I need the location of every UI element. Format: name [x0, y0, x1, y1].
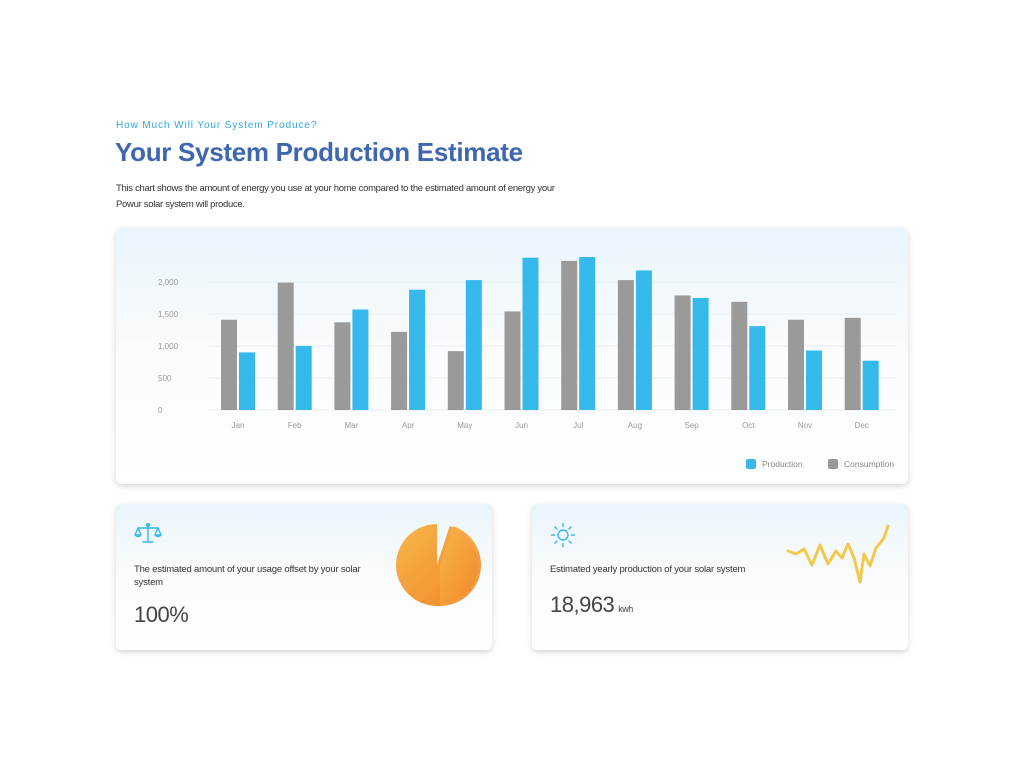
legend-production-label: Production — [762, 459, 803, 469]
bar-consumption — [391, 331, 408, 410]
legend-production-swatch — [746, 459, 756, 469]
y-tick-label: 2,000 — [158, 278, 179, 287]
usage-offset-card: The estimated amount of your usage offse… — [116, 504, 492, 650]
bar-production — [465, 280, 482, 410]
bar-consumption — [334, 322, 351, 410]
bar-consumption — [221, 319, 237, 410]
bar-consumption — [561, 260, 578, 410]
bar-consumption — [674, 295, 691, 410]
x-tick-label: Jun — [515, 421, 528, 430]
yearly-production-label: Estimated yearly production of your sola… — [550, 564, 746, 575]
production-chart-card: 0 500 1,000 1,500 2,000 Jan Feb Mar Apr May Jun Jul… — [116, 228, 908, 484]
scale-icon — [134, 522, 162, 551]
legend-consumption: Consumption — [828, 459, 894, 469]
bar-production — [692, 298, 709, 410]
x-tick-label: Jul — [573, 421, 583, 430]
x-tick-label: Nov — [798, 421, 812, 430]
bar-production — [522, 257, 539, 410]
legend-production: Production — [746, 459, 803, 469]
bar-production — [579, 257, 596, 410]
x-tick-label: Dec — [855, 421, 869, 430]
y-tick-label: 1,500 — [158, 310, 179, 319]
yearly-production-unit: kwh — [618, 604, 633, 614]
bar-production — [635, 270, 652, 410]
x-tick-label: May — [457, 421, 472, 430]
x-tick-label: Mar — [345, 421, 359, 430]
y-tick-label: 500 — [158, 374, 172, 383]
x-tick-label: Feb — [288, 421, 302, 430]
usage-offset-label: The estimated amount of your usage offse… — [134, 564, 361, 588]
bar-consumption — [504, 311, 521, 410]
production-chart: 0 500 1,000 1,500 2,000 Jan Feb Mar Apr May Jun Jul… — [158, 257, 896, 430]
page-description: This chart shows the amount of energy yo… — [116, 183, 555, 210]
bar-consumption — [447, 351, 464, 410]
eyebrow: How Much Will Your System Produce? — [116, 120, 318, 131]
bar-production — [749, 326, 766, 410]
x-tick-label: Aug — [628, 421, 642, 430]
bar-production — [295, 346, 312, 410]
production-wave-graphic — [786, 524, 890, 584]
offset-pie-graphic — [396, 524, 482, 606]
x-tick-label: Sep — [684, 421, 699, 430]
legend-consumption-label: Consumption — [844, 459, 895, 469]
bar-production — [806, 350, 822, 410]
bar-production — [239, 352, 255, 410]
bar-production — [409, 289, 426, 410]
bar-consumption — [788, 319, 804, 410]
y-tick-label: 1,000 — [158, 342, 179, 351]
yearly-production-value: 18,963 kwh — [550, 592, 633, 618]
x-tick-label: Apr — [402, 421, 415, 430]
bar-consumption — [617, 280, 634, 410]
usage-offset-value: 100% — [134, 602, 189, 627]
yearly-production-card: Estimated yearly production of your sola… — [532, 504, 908, 650]
yearly-production-number: 18,963 — [550, 592, 615, 617]
legend-consumption-swatch — [828, 459, 838, 469]
bar-consumption — [844, 317, 861, 410]
bar-consumption — [277, 282, 294, 410]
y-tick-label: 0 — [158, 406, 163, 415]
sun-icon — [550, 522, 576, 553]
x-tick-label: Oct — [742, 421, 755, 430]
bar-production — [862, 360, 879, 410]
page-title: Your System Production Estimate — [115, 137, 523, 167]
bar-consumption — [731, 301, 748, 410]
bar-production — [352, 309, 369, 410]
x-tick-label: Jan — [232, 421, 245, 430]
